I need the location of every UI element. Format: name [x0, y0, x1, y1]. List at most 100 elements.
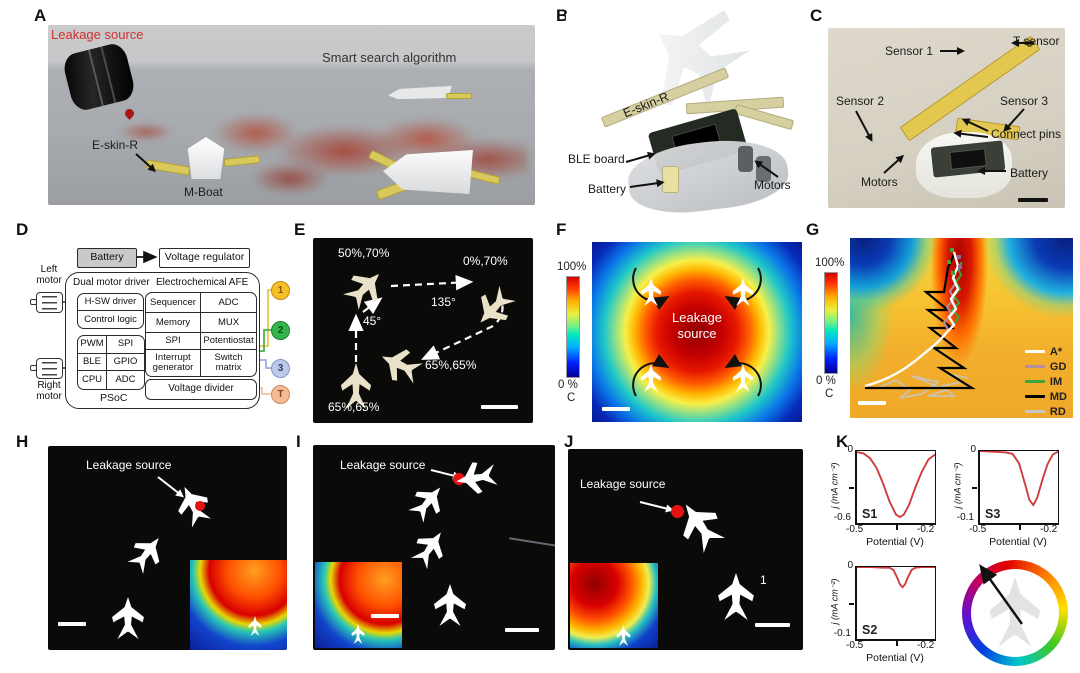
- s1-xtick-0: -0.5: [846, 524, 864, 535]
- leakage-arrow-i-icon: [430, 469, 455, 477]
- voltage-regulator-block: Voltage regulator: [159, 248, 250, 268]
- boat-i-4: [434, 584, 466, 626]
- colorbar-f-top: 100%: [557, 261, 587, 273]
- boat-h-3: [112, 597, 144, 639]
- panel-letter-d: D: [16, 220, 29, 239]
- scalebar-i-inset: [371, 614, 399, 618]
- sensor3-arrow-icon: [1007, 108, 1025, 128]
- inset-h-heatmap: [190, 560, 287, 650]
- boat-j-inset: [616, 625, 631, 646]
- label-ble-board: BLE board: [568, 152, 625, 166]
- panel-e-photo: 50%,70% 0%,70% 45° 135° 65%,65% 65%,65%: [313, 238, 533, 423]
- label-t-sensor: T sensor: [1013, 34, 1060, 48]
- scalebar-j: [755, 623, 790, 627]
- panel-c-photo: Sensor 1 T sensor Sensor 2 Sensor 3 Conn…: [828, 28, 1065, 208]
- s3-plot-area: S3: [972, 450, 1059, 530]
- s2-xtick-1: -0.2: [917, 640, 935, 651]
- panel-letter-e: E: [294, 220, 306, 239]
- legend-swatch-astar: [1024, 350, 1045, 353]
- motor-cyl-1-icon: [738, 146, 753, 172]
- label-motors-c: Motors: [861, 175, 898, 189]
- label-e-a2: 135°: [431, 295, 456, 309]
- direction-arrow-icon: [979, 564, 1023, 625]
- panel-letter-a: A: [34, 6, 47, 25]
- scalebar-i: [505, 628, 539, 632]
- psoc-grid: PWM SPI BLE GPIO CPU ADC: [77, 335, 145, 390]
- legend-swatch-md: [1024, 395, 1045, 398]
- label-psoc: PSoC: [100, 392, 128, 404]
- scalebar-e: [481, 405, 518, 409]
- panel-a-scene: Leakage source Smart search algorithm E-…: [48, 25, 535, 205]
- plot-s3: 0 -0.1 j (mA cm⁻²) S3 -0.5 -0.2 Potentia…: [952, 442, 1062, 550]
- voltage-divider-block: Voltage divider: [145, 379, 257, 400]
- plot-s2: 0 -0.1 j (mA cm⁻²) S2 -0.5 -0.2 Potentia…: [829, 558, 939, 666]
- pipette-line: [509, 537, 555, 547]
- legend-item-md: MD: [1024, 389, 1067, 404]
- right-motor-icon: [30, 358, 63, 379]
- legend-swatch-im: [1024, 380, 1045, 383]
- s2-ytick-min: -0.1: [833, 628, 851, 639]
- s3-xlabel: Potential (V): [989, 536, 1047, 548]
- panel-h-photo: Leakage source: [48, 446, 287, 650]
- battery-cell-icon: [662, 166, 679, 193]
- legend-item-rd: RD: [1024, 404, 1067, 418]
- boat-i-2: [404, 477, 453, 527]
- battery-arrow-c-icon: [984, 170, 1006, 172]
- label-battery-c: Battery: [1010, 166, 1049, 180]
- sensor2-arrow-icon: [855, 110, 871, 137]
- s3-curve: [980, 451, 1058, 507]
- s3-ytick-0: 0: [970, 444, 976, 455]
- title-electrochemical-afe: Electrochemical AFE: [156, 277, 249, 288]
- panel-g-heatmap: A* GD IM MD RD: [850, 238, 1073, 418]
- boat-i-3: [406, 523, 454, 572]
- panel-j-photo: Leakage source 1: [568, 449, 803, 650]
- panel-letter-f: F: [556, 220, 567, 239]
- search-paths: [864, 248, 976, 399]
- s3-ytick-min: -0.1: [956, 512, 974, 523]
- boat-i-inset: [351, 624, 365, 644]
- s3-xtick-1: -0.2: [1040, 524, 1058, 535]
- label-e-a1: 45°: [363, 314, 382, 328]
- inset-i-heatmap: [315, 562, 402, 648]
- s1-ytick-min: -0.6: [833, 512, 851, 523]
- oil-spill: [188, 85, 528, 205]
- s2-xlabel: Potential (V): [866, 652, 924, 664]
- label-boat-number: 1: [760, 573, 767, 587]
- panel-letter-b: B: [556, 6, 569, 25]
- scalebar-f: [602, 407, 630, 411]
- label-e-p3: 65%,65%: [425, 358, 477, 372]
- far-boat-strip: [446, 93, 472, 99]
- boat-j-1: [668, 492, 731, 557]
- motors-arrow-c-icon: [883, 158, 900, 174]
- colorbar-g-bottom: 0 %: [816, 375, 836, 387]
- label-eskin-b: E-skin-R: [621, 89, 671, 121]
- label-leakage-source-a: Leakage source: [51, 27, 144, 42]
- barrel-icon: [60, 41, 138, 113]
- label-eskin-a: E-skin-R: [92, 138, 139, 152]
- s3-title: S3: [985, 507, 1001, 521]
- s2-ylabel: j (mA cm⁻²): [829, 578, 840, 625]
- label-e-p2: 0%,70%: [463, 254, 508, 268]
- node-2: 2: [271, 321, 290, 340]
- panel-f-heatmap: Leakage source: [592, 242, 802, 422]
- label-sensor1: Sensor 1: [885, 44, 934, 58]
- s2-curve: [857, 567, 935, 589]
- legend-item-astar: A*: [1024, 344, 1067, 359]
- label-e-p1: 50%,70%: [338, 246, 390, 260]
- panel-i-photo: Leakage source: [313, 445, 555, 650]
- legend-g: A* GD IM MD RD: [1024, 344, 1067, 418]
- node-1: 1: [271, 281, 290, 300]
- label-left-motor: Left motor: [36, 264, 62, 286]
- inset-j-heatmap: [570, 563, 658, 648]
- node-t: T: [271, 385, 290, 404]
- label-sensor2: Sensor 2: [836, 94, 885, 108]
- s1-title: S1: [862, 507, 878, 521]
- label-sensor3: Sensor 3: [1000, 94, 1049, 108]
- panel-letter-h: H: [16, 432, 29, 451]
- oil-spill-small: [106, 117, 186, 147]
- label-leakage-i: Leakage source: [340, 458, 426, 472]
- label-connect-pins: Connect pins: [991, 127, 1062, 141]
- s1-plot-area: S1: [849, 450, 936, 530]
- label-leakage-h: Leakage source: [86, 458, 172, 472]
